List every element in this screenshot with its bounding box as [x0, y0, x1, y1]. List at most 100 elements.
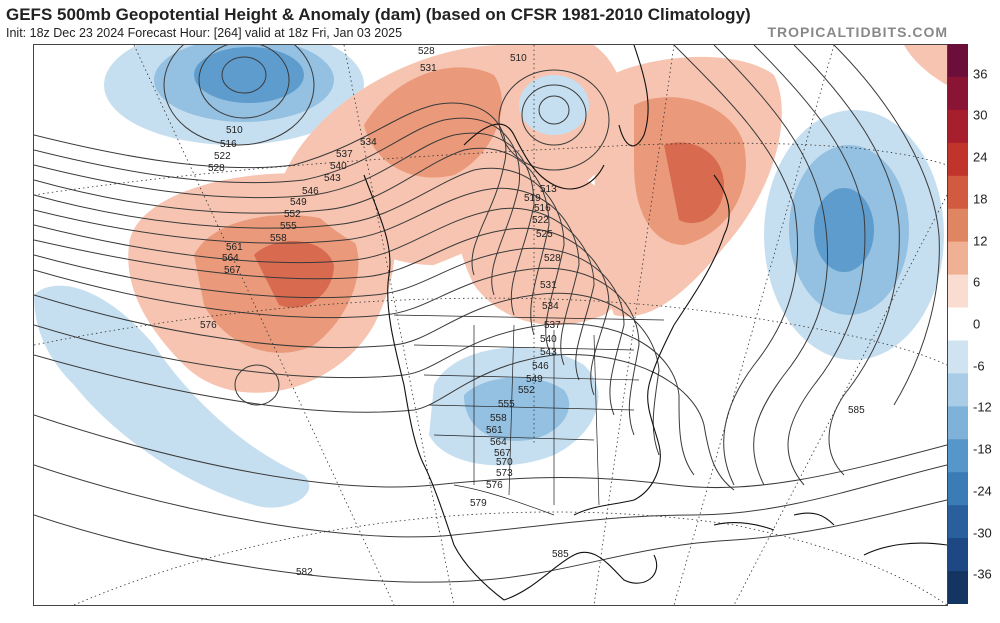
- contour-label: 531: [540, 280, 557, 291]
- contour-label: 555: [280, 221, 297, 232]
- contour-label: 525: [536, 229, 553, 240]
- colorbar-swatch: [948, 571, 968, 604]
- colorbar-swatch: [948, 340, 968, 374]
- colorbar-swatch: [948, 274, 968, 309]
- south-america-coast: [863, 542, 947, 556]
- colorbar-swatch: [948, 505, 968, 539]
- contour-label: 561: [486, 425, 503, 436]
- greenland-coast: [618, 45, 649, 147]
- contour-label: 546: [302, 186, 319, 197]
- contour-label: 537: [544, 320, 561, 331]
- anomaly-negative-baffin: [519, 75, 589, 135]
- contour-label: 585: [552, 549, 569, 560]
- contour-label: 552: [284, 209, 301, 220]
- contour-label: 552: [518, 385, 535, 396]
- colorbar-swatch: [948, 472, 968, 506]
- contour-label: 558: [490, 413, 507, 424]
- colorbar-swatch: [948, 406, 968, 440]
- colorbar-tick-label: 24: [973, 149, 988, 165]
- colorbar: [948, 44, 968, 604]
- colorbar-swatch: [948, 241, 968, 276]
- colorbar-swatch: [948, 439, 968, 473]
- contour-label: 510: [226, 125, 243, 136]
- contour-label: 522: [214, 151, 231, 162]
- colorbar-swatch: [948, 142, 968, 177]
- contour-label: 528: [544, 253, 561, 264]
- colorbar-tick-label: 0: [973, 316, 981, 332]
- contour-label: 564: [222, 253, 239, 264]
- contour-label: 531: [420, 63, 437, 74]
- colorbar-tick-label: -6: [973, 358, 985, 374]
- contour-label: 549: [290, 197, 307, 208]
- contour-label: 537: [336, 149, 353, 160]
- contour-label: 510: [510, 53, 527, 64]
- colorbar-swatch: [948, 208, 968, 243]
- contour-label: 513: [540, 184, 557, 195]
- labrador-coast: [673, 174, 730, 326]
- map-title: GEFS 500mb Geopotential Height & Anomaly…: [6, 5, 751, 24]
- colorbar-tick-label: 30: [973, 107, 988, 123]
- state-lines-vertical: [473, 324, 600, 506]
- contour-label: 534: [542, 301, 559, 312]
- contour-label: 582: [296, 567, 313, 578]
- colorbar-tick-label: 6: [973, 274, 981, 290]
- contour-label: 534: [360, 137, 377, 148]
- contour-label: 558: [270, 233, 287, 244]
- contour-label: 519: [524, 193, 541, 204]
- us-mexico-border: [453, 484, 555, 516]
- contour-label: 522: [532, 215, 549, 226]
- colorbar-labels: 36 30 24 18 12 6 0 -6 -12 -18 -24 -30 -36: [970, 44, 1000, 604]
- caribbean-islands: [713, 512, 835, 531]
- contour-label: 564: [490, 437, 507, 448]
- colorbar-swatch: [948, 373, 968, 407]
- contour-label: 579: [470, 498, 487, 509]
- anomaly-negative-subtropical: [34, 285, 310, 508]
- colorbar-tick-label: -24: [973, 483, 992, 499]
- borders: [393, 314, 665, 516]
- site-brand: TROPICALTIDBITS.COM: [767, 24, 948, 40]
- colorbar-tick-label: -12: [973, 399, 992, 415]
- contour-label: 516: [534, 203, 551, 214]
- contour-label: 561: [226, 242, 243, 253]
- colorbar-swatch: [948, 538, 968, 572]
- contour-label: 540: [540, 334, 557, 345]
- contour-label: 567: [224, 265, 241, 276]
- map-canvas: 510 516 522 528 528 531 534 537 540 543 …: [34, 45, 947, 605]
- colorbar-tick-label: 18: [973, 191, 988, 207]
- us-canada-border: [393, 314, 665, 321]
- contour-label: 546: [532, 361, 549, 372]
- map-panel: 510 516 522 528 528 531 534 537 540 543 …: [33, 44, 948, 606]
- contour-label: 549: [526, 374, 543, 385]
- contour-label: 540: [330, 161, 347, 172]
- contour-label: 576: [200, 320, 217, 331]
- contour-label: 585: [848, 405, 865, 416]
- colorbar-swatch: [948, 76, 968, 111]
- west-coastline: [363, 174, 505, 601]
- map-subtitle: Init: 18z Dec 23 2024 Forecast Hour: [26…: [6, 26, 403, 40]
- contour-label: 516: [220, 139, 237, 150]
- contour-label: 567: [494, 448, 511, 459]
- colorbar-swatch: [948, 307, 968, 341]
- contour-label: 543: [324, 173, 341, 184]
- contour-label: 543: [540, 347, 557, 358]
- contour-label: 576: [486, 480, 503, 491]
- colorbar-tick-label: -18: [973, 441, 992, 457]
- colorbar-swatches: [948, 44, 968, 604]
- contour-label: 573: [496, 468, 513, 479]
- colorbar-tick-label: -36: [973, 566, 992, 582]
- height-contours: [34, 45, 947, 583]
- colorbar-swatch: [948, 109, 968, 144]
- colorbar-tick-label: -30: [973, 525, 992, 541]
- east-coastline: [573, 324, 675, 516]
- contour-labels: 510 516 522 528 528 531 534 537 540 543 …: [200, 46, 865, 578]
- state-lines: [413, 344, 640, 441]
- arctic-coast: [463, 123, 605, 190]
- colorbar-swatch: [948, 44, 968, 78]
- colorbar-tick-label: 36: [973, 66, 988, 82]
- contour-label: 570: [496, 457, 513, 468]
- anomaly-shading: [34, 45, 947, 508]
- colorbar-swatch: [948, 175, 968, 210]
- colorbar-tick-label: 12: [973, 233, 988, 249]
- contour-label: 528: [418, 46, 435, 57]
- gulf-mexico-coast: [503, 551, 658, 601]
